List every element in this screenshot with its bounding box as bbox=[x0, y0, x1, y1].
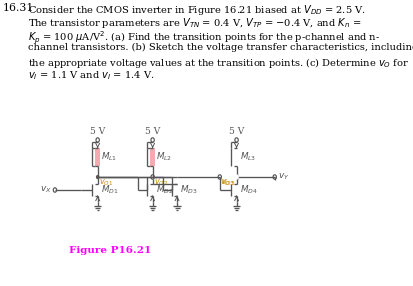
Text: The transistor parameters are $V_{TN}$ = 0.4 V, $V_{TP}$ = $-$0.4 V, and $K_n$ =: The transistor parameters are $V_{TN}$ =… bbox=[28, 16, 361, 30]
Bar bbox=[150, 148, 155, 166]
Text: $v_{O2}$: $v_{O2}$ bbox=[154, 178, 168, 188]
Text: $M_{D2}$: $M_{D2}$ bbox=[155, 184, 173, 196]
Text: $M_{D1}$: $M_{D1}$ bbox=[100, 184, 118, 196]
Text: $M_{L1}$: $M_{L1}$ bbox=[100, 151, 117, 163]
Circle shape bbox=[235, 175, 237, 179]
Text: 5 V: 5 V bbox=[90, 128, 105, 136]
Text: Figure P16.21: Figure P16.21 bbox=[69, 246, 151, 255]
Text: $v_X$: $v_X$ bbox=[40, 185, 52, 195]
Text: 5 V: 5 V bbox=[145, 128, 160, 136]
Text: $v_{O1}$: $v_{O1}$ bbox=[99, 178, 113, 188]
Text: $v_{O3}$: $v_{O3}$ bbox=[219, 178, 234, 188]
Text: 5 V: 5 V bbox=[228, 128, 244, 136]
Text: $M_{D3}$: $M_{D3}$ bbox=[180, 184, 197, 196]
Text: Consider the CMOS inverter in Figure 16.21 biased at $V_{DD}$ = 2.5 V.: Consider the CMOS inverter in Figure 16.… bbox=[28, 3, 365, 17]
Text: channel transistors. (b) Sketch the voltage transfer characteristics, including: channel transistors. (b) Sketch the volt… bbox=[28, 43, 413, 52]
Text: the appropriate voltage values at the transition points. (c) Determine $v_O$ for: the appropriate voltage values at the tr… bbox=[28, 56, 408, 70]
Text: 16.31: 16.31 bbox=[3, 3, 34, 13]
Text: $v_Y$: $v_Y$ bbox=[277, 172, 289, 182]
Text: $M_{D4}$: $M_{D4}$ bbox=[239, 184, 257, 196]
Text: $M_{L2}$: $M_{L2}$ bbox=[155, 151, 171, 163]
Text: $v_{O3}$: $v_{O3}$ bbox=[220, 178, 234, 188]
Bar bbox=[95, 148, 100, 166]
Text: $K_p$ = 100 $\mu$A/V$^2$. (a) Find the transition points for the p-channel and n: $K_p$ = 100 $\mu$A/V$^2$. (a) Find the t… bbox=[28, 29, 380, 45]
Text: $M_{L3}$: $M_{L3}$ bbox=[239, 151, 255, 163]
Circle shape bbox=[235, 176, 237, 178]
Text: $v_I$ = 1.1 V and $v_I$ = 1.4 V.: $v_I$ = 1.1 V and $v_I$ = 1.4 V. bbox=[28, 69, 154, 82]
Circle shape bbox=[96, 176, 99, 178]
